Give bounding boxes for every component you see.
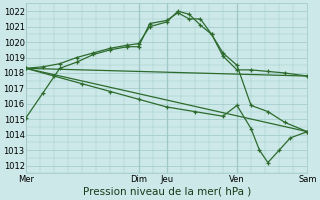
- X-axis label: Pression niveau de la mer( hPa ): Pression niveau de la mer( hPa ): [83, 187, 251, 197]
